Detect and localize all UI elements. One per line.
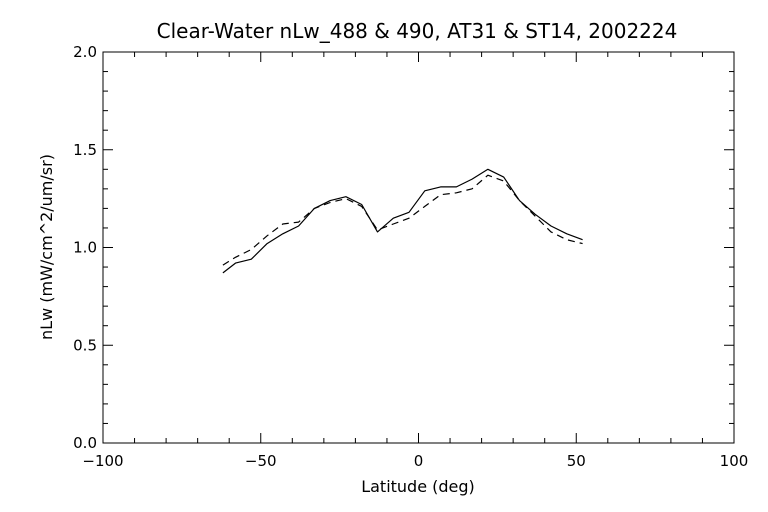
series-line-dashed — [222, 174, 583, 266]
x-tick-label: 100 — [720, 452, 749, 470]
y-tick-label: 2.0 — [73, 43, 97, 61]
x-axis: −100 −50 0 50 100 — [82, 52, 748, 470]
y-tick-label: 0.5 — [73, 336, 97, 354]
plot-frame — [102, 51, 735, 444]
y-tick-label: 1.0 — [73, 239, 97, 257]
y-tick-label: 1.5 — [73, 141, 97, 159]
x-tick-label: −50 — [245, 452, 277, 470]
x-tick-label: 0 — [414, 452, 424, 470]
chart-title: Clear-Water nLw_488 & 490, AT31 & ST14, … — [157, 19, 678, 43]
x-tick-label: −100 — [82, 452, 123, 470]
y-axis-label: nLw (mW/cm^2/um/sr) — [37, 154, 56, 340]
series-layer — [222, 168, 583, 274]
y-tick-label: 0.0 — [73, 434, 97, 452]
x-tick-label: 50 — [567, 452, 586, 470]
series-line-solid — [222, 168, 583, 274]
y-axis: 0.0 0.5 1.0 1.5 2.0 — [73, 43, 734, 452]
x-axis-label: Latitude (deg) — [361, 477, 475, 496]
